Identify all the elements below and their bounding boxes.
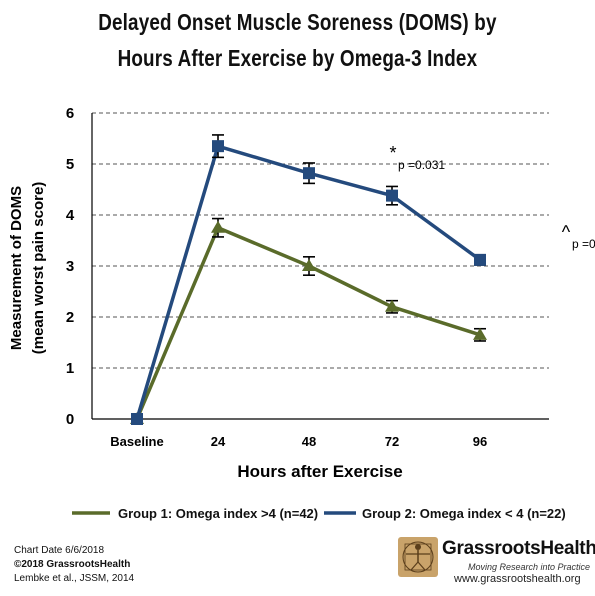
grassrootshealth-logo: GrassrootsHealth Moving Research into Pr…: [398, 535, 595, 587]
data-point-group1: [302, 259, 316, 271]
logo-tagline: Moving Research into Practice: [468, 562, 591, 572]
annotation-symbol: ^: [562, 222, 571, 242]
annotation-text: p =0.031: [398, 158, 445, 172]
data-point-group2: [474, 253, 486, 266]
data-point-group2: [212, 140, 224, 153]
vitruvian-figure-icon: [398, 537, 438, 577]
annotation-text: p =0.035: [572, 237, 595, 251]
title-line-1: Delayed Onset Muscle Soreness (DOMS) by: [98, 9, 497, 35]
legend-label-2: Group 2: Omega index < 4 (n=22): [362, 506, 566, 521]
logo-name: GrassrootsHealth: [442, 538, 595, 559]
data-point-group2: [303, 167, 315, 180]
x-tick-label: 96: [473, 434, 487, 449]
data-point-group1: [211, 220, 225, 233]
y-tick-label: 6: [66, 105, 74, 122]
y-tick-label: 0: [66, 411, 74, 428]
data-point-group2: [386, 189, 398, 202]
chart-title: Delayed Onset Muscle Soreness (DOMS) by …: [53, 4, 541, 76]
chart-footer: Chart Date 6/6/2018 ©2018 GrassrootsHeal…: [14, 544, 134, 586]
x-axis-title: Hours after Exercise: [237, 462, 402, 481]
y-axis-title-line2: (mean worst pain score): [30, 182, 47, 355]
data-point-group1: [385, 299, 399, 312]
y-tick-label: 1: [66, 360, 74, 377]
x-tick-label: 72: [385, 434, 399, 449]
x-tick-label: 24: [211, 434, 226, 449]
y-tick-label: 3: [66, 258, 74, 275]
series-line-2: [135, 144, 482, 420]
x-tick-label: Baseline: [110, 434, 163, 449]
doms-line-chart: 0 1 2 3 4 5 6 Baseline 24 48 72 96 Hours after Exerc…: [8, 105, 595, 521]
x-tick-label: 48: [302, 434, 316, 449]
data-point-group1: [473, 327, 487, 340]
y-tick-label: 5: [66, 156, 74, 173]
y-axis-title-line1: Measurement of DOMS: [8, 186, 25, 350]
data-point-group2: [131, 413, 143, 425]
y-tick-label: 2: [66, 309, 74, 326]
citation: Lembke et al., JSSM, 2014: [14, 573, 135, 584]
title-line-2: Hours After Exercise by Omega-3 Index: [117, 45, 478, 71]
logo-url: www.grassrootshealth.org: [454, 573, 581, 585]
chart-date: Chart Date 6/6/2018: [14, 545, 105, 556]
y-tick-label: 4: [66, 207, 75, 224]
annotation-symbol: *: [389, 143, 396, 163]
copyright: ©2018 GrassrootsHealth: [14, 559, 131, 570]
legend-label-1: Group 1: Omega index >4 (n=42): [118, 506, 318, 521]
